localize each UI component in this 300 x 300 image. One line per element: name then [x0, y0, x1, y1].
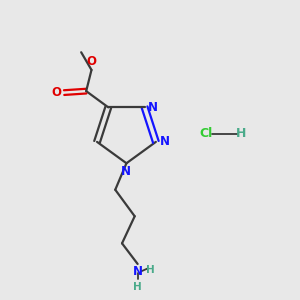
Text: H: H — [133, 282, 142, 292]
Text: O: O — [52, 86, 62, 99]
Text: Cl: Cl — [199, 127, 213, 140]
Text: H: H — [236, 127, 247, 140]
Text: N: N — [148, 101, 158, 114]
Text: N: N — [159, 135, 170, 148]
Text: H: H — [146, 266, 154, 275]
Text: N: N — [133, 266, 142, 278]
Text: N: N — [121, 165, 131, 178]
Text: O: O — [86, 55, 97, 68]
